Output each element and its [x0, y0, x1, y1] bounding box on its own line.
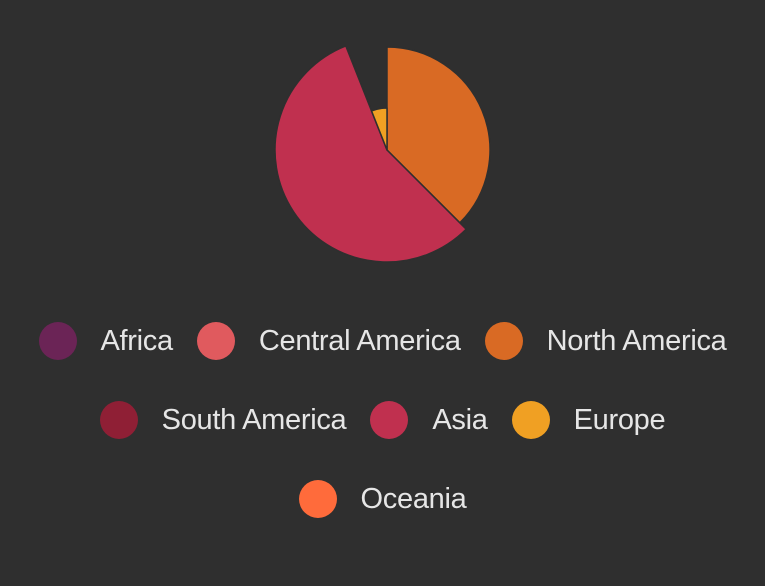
legend-swatch — [484, 322, 523, 360]
legend-label: Africa — [100, 324, 174, 357]
legend-item-north-america[interactable]: North America — [484, 320, 727, 362]
pie-slice-europe[interactable] — [370, 107, 388, 151]
pie-slice-asia[interactable] — [274, 45, 467, 263]
legend-row: South America Asia Europe — [0, 399, 765, 441]
legend-item-africa[interactable]: Africa — [38, 320, 174, 362]
legend-swatch — [511, 401, 550, 439]
legend-swatch — [196, 322, 235, 360]
legend-item-asia[interactable]: Asia — [370, 399, 488, 441]
legend-label: Central America — [258, 324, 461, 357]
legend-item-south-america[interactable]: South America — [99, 399, 347, 441]
legend-item-central-america[interactable]: Central America — [196, 320, 461, 362]
legend-swatch — [298, 480, 337, 518]
legend-row: Oceania — [0, 478, 765, 520]
legend-row: Africa Central America North America — [0, 320, 765, 362]
legend-swatch — [370, 401, 409, 439]
legend-item-europe[interactable]: Europe — [511, 399, 666, 441]
pie-slices — [274, 45, 491, 263]
legend-item-oceania[interactable]: Oceania — [298, 478, 467, 520]
legend-label: North America — [546, 324, 727, 357]
legend-label: Europe — [573, 403, 666, 436]
legend-swatch — [38, 322, 77, 360]
legend-label: Asia — [432, 403, 488, 436]
pie-slice-north-america[interactable] — [386, 46, 491, 224]
legend-label: South America — [161, 403, 347, 436]
legend-label: Oceania — [360, 482, 467, 515]
legend-swatch — [99, 401, 138, 439]
